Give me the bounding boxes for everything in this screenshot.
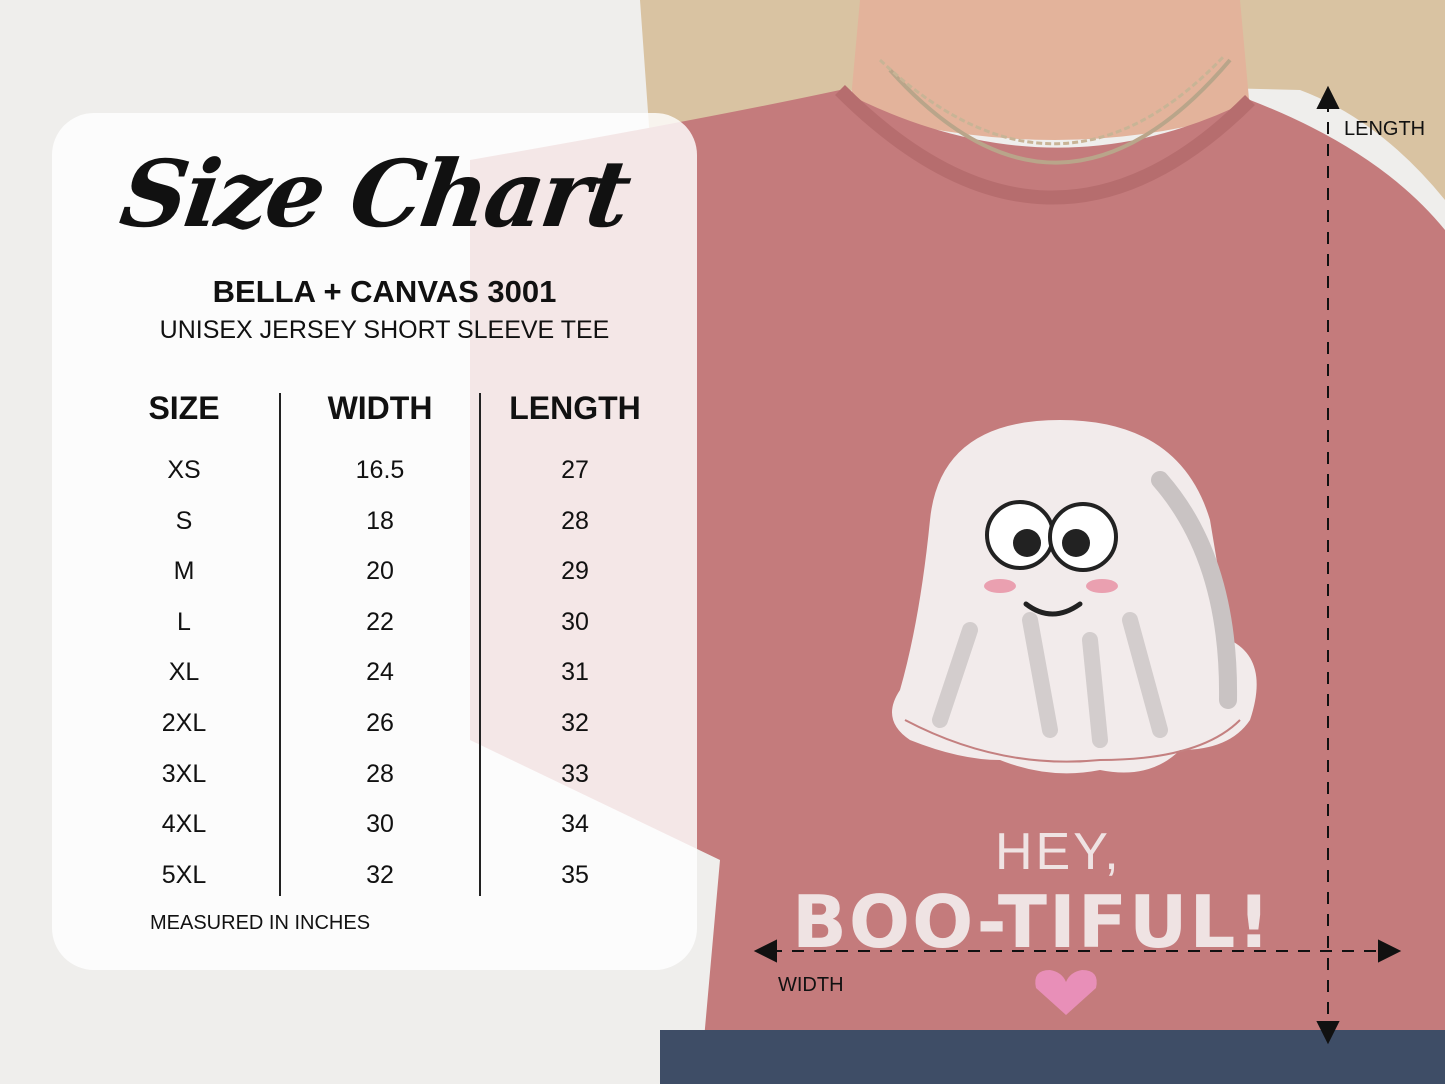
chart-title: Size Chart bbox=[114, 140, 635, 248]
length-cell: 33 bbox=[561, 759, 589, 788]
size-cell: S bbox=[175, 506, 193, 535]
width-cell: 30 bbox=[366, 810, 394, 839]
size-cell: 2XL bbox=[161, 709, 207, 737]
column-divider bbox=[479, 393, 481, 896]
length-cell: 31 bbox=[561, 658, 589, 687]
size-cell: 4XL bbox=[161, 810, 207, 839]
brand-model: BELLA + CANVAS 3001 bbox=[212, 274, 557, 309]
width-cell: 20 bbox=[366, 557, 394, 586]
length-cell: 32 bbox=[561, 709, 589, 737]
size-cell: M bbox=[173, 557, 195, 586]
width-cell: 22 bbox=[366, 607, 394, 636]
length-cell: 28 bbox=[561, 506, 589, 535]
size-chart-panel bbox=[52, 113, 697, 970]
header-width: WIDTH bbox=[327, 390, 433, 426]
length-cell: 35 bbox=[561, 860, 589, 889]
shirt-print-hey: HEY, bbox=[995, 823, 1122, 881]
size-cell: L bbox=[177, 607, 191, 636]
length-arrow bbox=[1316, 85, 1340, 1045]
header-size: SIZE bbox=[148, 390, 220, 426]
ghost-graphic bbox=[892, 420, 1257, 774]
size-cell: 5XL bbox=[161, 860, 207, 889]
product-subtitle: UNISEX JERSEY SHORT SLEEVE TEE bbox=[159, 316, 610, 344]
size-cell: XL bbox=[168, 658, 200, 687]
column-divider bbox=[279, 393, 281, 896]
width-label: WIDTH bbox=[778, 974, 844, 996]
width-cell: 28 bbox=[366, 759, 394, 788]
width-cell: 26 bbox=[366, 709, 394, 737]
size-cell: XS bbox=[167, 456, 201, 484]
width-cell: 18 bbox=[366, 506, 394, 535]
header-length: LENGTH bbox=[509, 390, 641, 426]
neck-skin bbox=[850, 0, 1250, 140]
length-label: LENGTH bbox=[1344, 118, 1426, 140]
width-cell: 16.5 bbox=[355, 456, 405, 484]
width-arrow bbox=[753, 939, 1402, 963]
length-cell: 34 bbox=[561, 810, 589, 839]
length-cell: 27 bbox=[561, 456, 589, 484]
heart-icon bbox=[1035, 970, 1097, 1015]
width-cell: 24 bbox=[366, 658, 394, 687]
length-cell: 30 bbox=[561, 607, 589, 636]
jeans bbox=[660, 1030, 1445, 1084]
units-note: MEASURED IN INCHES bbox=[150, 912, 371, 934]
shirt-print-bootiful: BOO-TIFUL! bbox=[792, 880, 1273, 964]
size-cell: 3XL bbox=[161, 759, 207, 788]
width-cell: 32 bbox=[366, 860, 394, 889]
length-cell: 29 bbox=[561, 557, 589, 586]
